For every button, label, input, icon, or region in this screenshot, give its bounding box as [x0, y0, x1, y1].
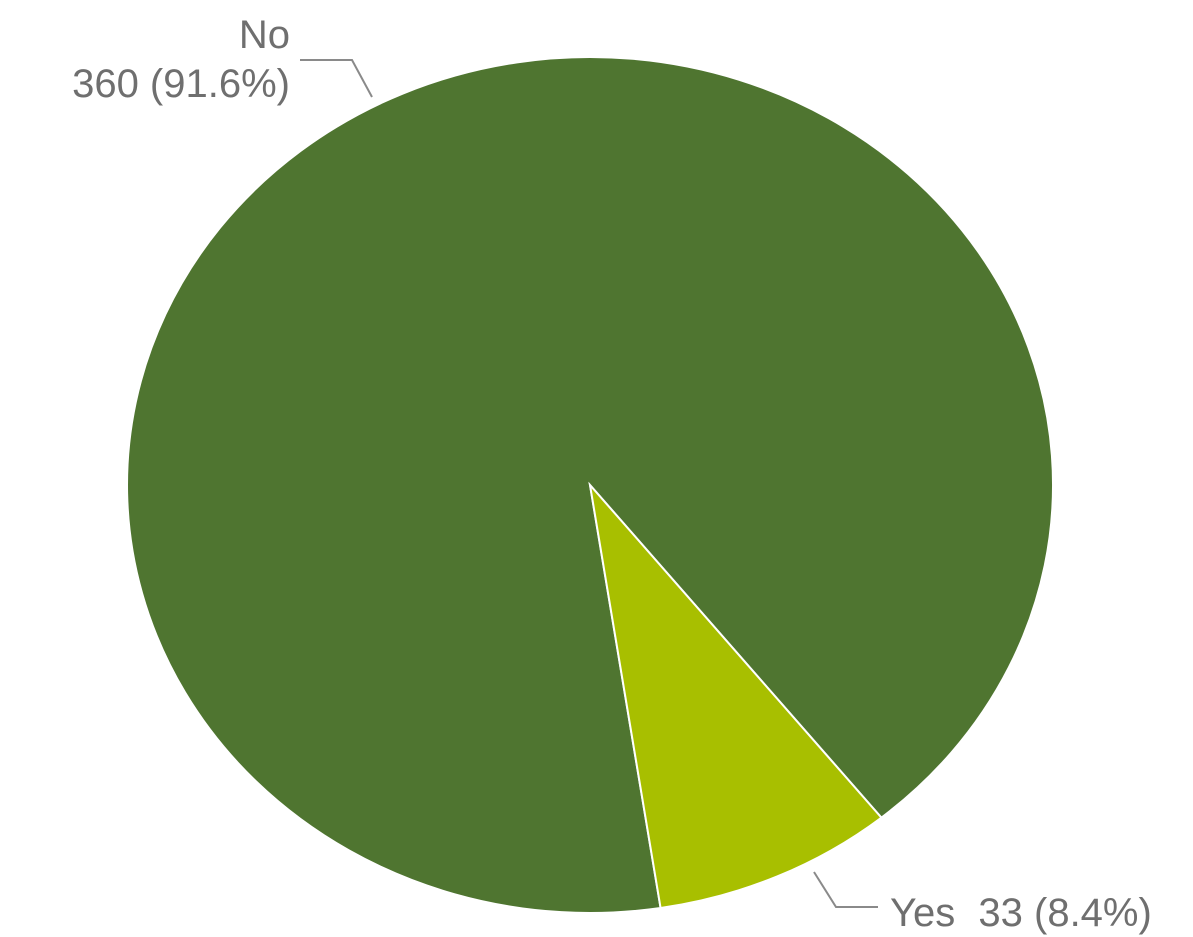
pie-slice-yes: [588, 481, 883, 910]
slice-label-yes-value: 33 (8.4%): [978, 891, 1151, 935]
slice-label-yes-name: Yes: [890, 891, 955, 935]
slice-label-no-name: No: [239, 13, 290, 57]
slice-label-no-value: 360 (91.6%): [72, 62, 290, 106]
label-yes-group: Yes 33 (8.4%): [813, 871, 1152, 935]
leader-line-no: [300, 59, 373, 98]
pie-slices: [126, 56, 1055, 914]
leader-line-yes: [813, 871, 878, 908]
label-no-group: No 360 (91.6%): [72, 13, 373, 106]
slice-label-yes: Yes 33 (8.4%): [890, 891, 1152, 935]
